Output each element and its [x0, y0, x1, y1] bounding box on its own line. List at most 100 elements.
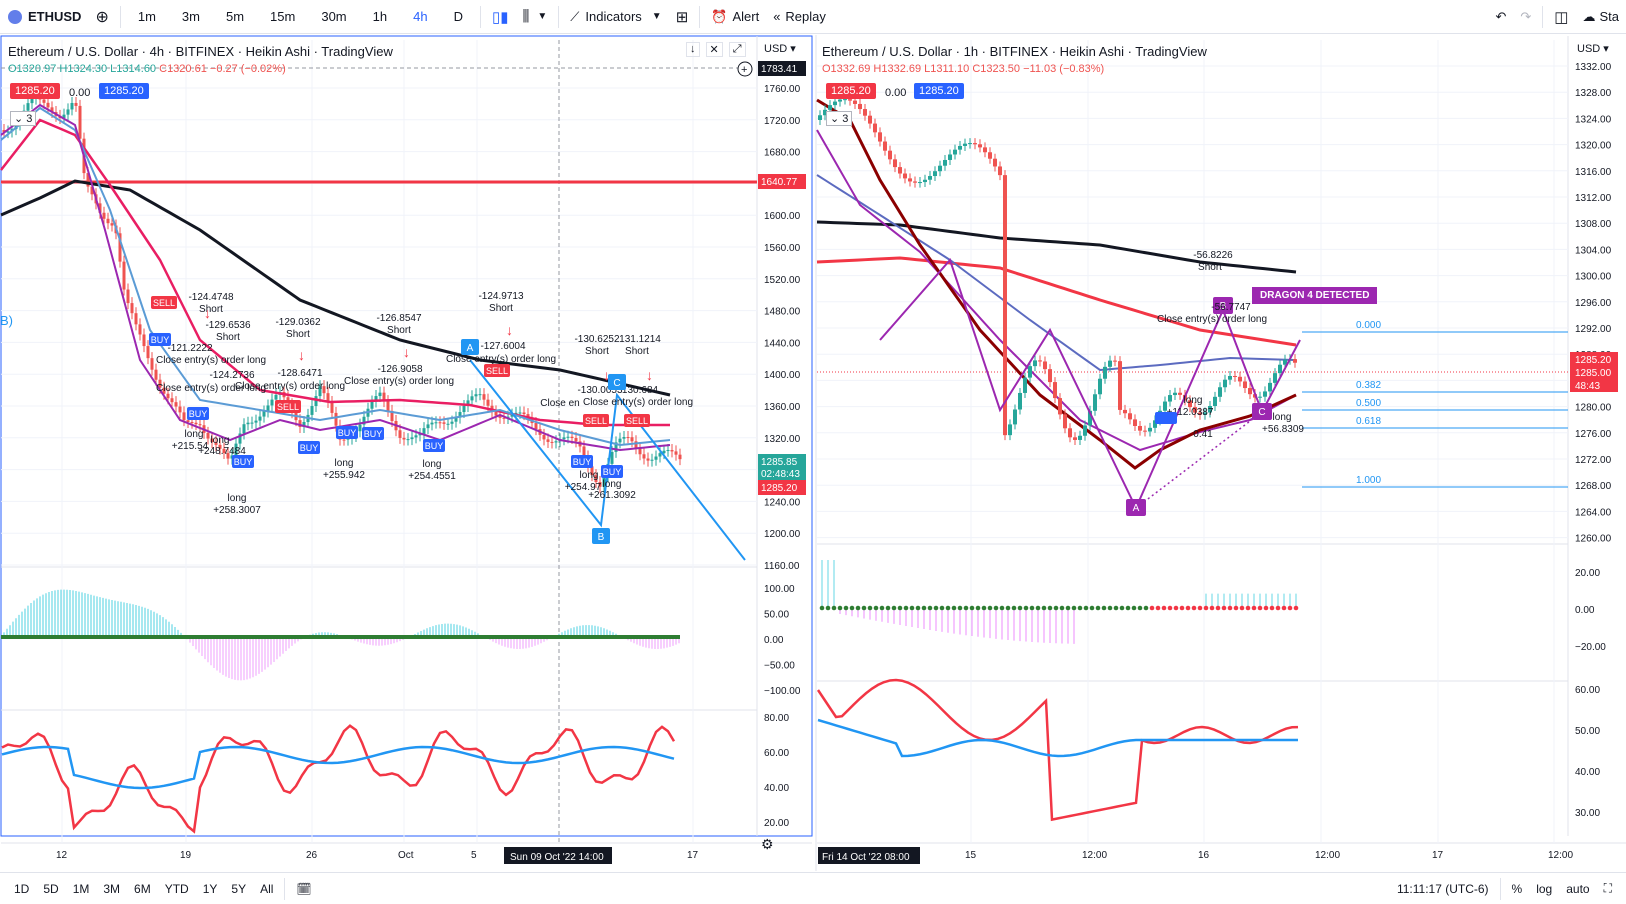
candle-body — [1218, 387, 1222, 397]
fullscreen-icon: ⛶ — [1603, 881, 1612, 895]
candle-body — [90, 186, 94, 195]
undo-button[interactable]: ↶ — [1488, 0, 1513, 34]
indicators-button[interactable]: ⟋ Indicators ▼ — [563, 0, 668, 34]
candle-body — [262, 411, 266, 417]
alert-button[interactable]: ⏰ Alert — [704, 0, 766, 34]
range-1M[interactable]: 1M — [66, 882, 97, 896]
range-1D[interactable]: 1D — [0, 882, 36, 896]
price-tick: 1560.00 — [764, 243, 801, 254]
tf-5m[interactable]: 5m — [213, 0, 257, 34]
indicators-collapse-button[interactable]: ⌄ 3 — [10, 111, 37, 126]
right-sell-price-badge[interactable]: 1285.20 — [826, 83, 876, 99]
tf-4h[interactable]: 4h — [400, 0, 440, 34]
candle-body — [913, 181, 917, 183]
chart-type-button[interactable]: ⫼ ▼ — [515, 0, 554, 34]
pane-controls: ↓ ✕ ⤢ — [686, 42, 746, 57]
range-5D[interactable]: 5D — [36, 882, 65, 896]
right-buy-price-badge[interactable]: 1285.20 — [914, 83, 964, 99]
candle-body — [378, 392, 382, 397]
tf-15m[interactable]: 15m — [257, 0, 308, 34]
candle-body — [853, 100, 857, 104]
candle-body — [266, 405, 270, 412]
range-5Y[interactable]: 5Y — [224, 882, 253, 896]
candle-body — [1223, 379, 1227, 388]
pattern-point-box — [1126, 499, 1146, 516]
buy-price-badge[interactable]: 1285.20 — [99, 83, 149, 99]
divider — [119, 5, 121, 28]
osc-dot — [933, 605, 939, 611]
osc-dot — [1239, 605, 1245, 611]
bar-style-button[interactable]: ▯▮ — [485, 0, 516, 34]
range-6M[interactable]: 6M — [127, 882, 158, 896]
candle-body — [1168, 395, 1172, 402]
pattern-point: A — [1133, 503, 1140, 514]
candle-body — [678, 454, 682, 460]
range-3M[interactable]: 3M — [96, 882, 127, 896]
osc-dot — [1209, 605, 1215, 611]
strategy-annotation: -124.2736 — [209, 370, 254, 381]
right-currency-select[interactable]: USD ▾ — [1577, 43, 1609, 55]
price-tick: 1600.00 — [764, 211, 801, 222]
symbol-search[interactable]: ETHUSD — [0, 0, 88, 34]
tf-label: 4h — [413, 9, 428, 24]
auto-toggle[interactable]: auto — [1566, 881, 1590, 896]
settings-cloud-button[interactable]: ☁ Sta — [1575, 0, 1626, 34]
log-toggle[interactable]: log — [1536, 881, 1553, 896]
sell-price-badge[interactable]: 1285.20 — [10, 83, 60, 99]
left-low: L1314.60 — [110, 63, 157, 75]
strategy-annotation: -130.0053 — [577, 385, 622, 396]
range-All[interactable]: All — [253, 882, 280, 896]
buy-label: BUY — [189, 409, 208, 419]
strategy-annotation: +254.97 — [565, 482, 602, 493]
add-alert-icon[interactable] — [737, 61, 753, 77]
ema-blue-line — [0, 106, 671, 447]
strategy-annotation: Close en — [540, 398, 579, 409]
price-tick: 1328.00 — [1575, 88, 1612, 99]
fullscreen-button[interactable]: ⛶ — [1597, 881, 1626, 896]
osc-dot — [999, 605, 1005, 611]
replay-button[interactable]: « Replay — [766, 0, 833, 34]
maximize-icon[interactable]: ⤢ — [728, 42, 746, 57]
short-arrow: ↓ — [298, 347, 305, 363]
goto-date-button[interactable]: 🗓 — [289, 882, 318, 896]
candle-body — [1088, 410, 1092, 426]
chart-settings-button[interactable]: ⚙ — [761, 836, 774, 853]
candle-body — [650, 459, 654, 461]
clock-time[interactable]: 11:11:17 (UTC-6) — [1396, 881, 1489, 896]
left-currency-select[interactable]: USD ▾ — [764, 43, 796, 55]
range-1Y[interactable]: 1Y — [196, 882, 225, 896]
candle-body — [234, 443, 238, 456]
buy-label-box — [601, 465, 623, 478]
tf-1m[interactable]: 1m — [125, 0, 169, 34]
candle-body — [602, 475, 606, 487]
right-indicators-collapse-button[interactable]: ⌄ 3 — [826, 111, 853, 126]
fib-label: 0.000 — [1356, 320, 1381, 331]
redo-button[interactable]: ↷ — [1513, 0, 1538, 34]
osc-dot — [987, 605, 993, 611]
tf-3m[interactable]: 3m — [169, 0, 213, 34]
strategy-annotation: long — [603, 479, 622, 490]
close-icon[interactable]: ✕ — [705, 42, 723, 57]
candle-body — [1283, 359, 1287, 365]
osc-dot — [1155, 605, 1161, 611]
percent-toggle[interactable]: % — [1511, 881, 1523, 896]
range-label: 3M — [103, 881, 121, 896]
candle-body — [1233, 376, 1237, 378]
tf-30m[interactable]: 30m — [308, 0, 359, 34]
tf-1h[interactable]: 1h — [360, 0, 400, 34]
arrow-down-icon[interactable]: ↓ — [686, 42, 700, 57]
compare-button[interactable]: ⊕ — [88, 0, 115, 34]
osc-dot — [1203, 605, 1209, 611]
templates-button[interactable]: ⊞ — [669, 0, 696, 34]
rsi-tick: 30.00 — [1575, 808, 1600, 819]
tf-D[interactable]: D — [441, 0, 476, 34]
top-price-tag-box — [758, 61, 806, 76]
currency-label: USD — [764, 43, 788, 55]
candle-body — [1198, 412, 1202, 415]
range-YTD[interactable]: YTD — [158, 882, 196, 896]
right-price-2: 1285.00 — [1575, 368, 1612, 379]
buy-label-box — [298, 441, 320, 454]
candle-body — [1188, 400, 1192, 408]
layout-button[interactable]: ◫ — [1547, 0, 1575, 34]
